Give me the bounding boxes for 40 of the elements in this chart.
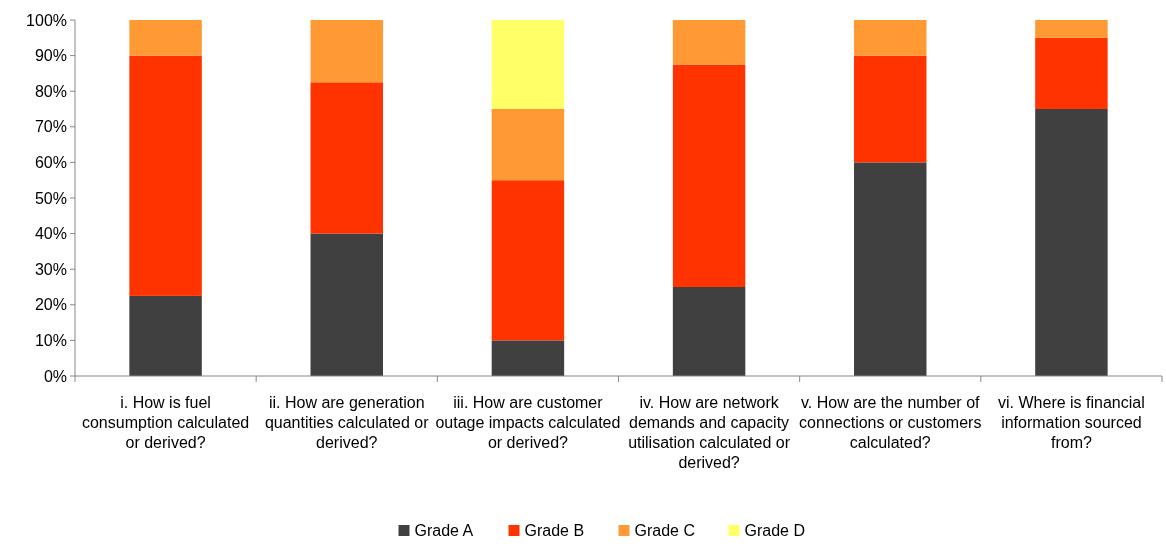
bar — [672, 20, 746, 65]
y-tick-label: 100% — [26, 11, 67, 29]
bar — [672, 287, 746, 376]
x-tick-label: i. How is fuel consumption calculated or derived? — [81, 394, 250, 451]
y-tick-label: 20% — [34, 296, 67, 314]
y-tick-label: 60% — [34, 154, 67, 171]
bar — [129, 55, 202, 296]
bar — [854, 20, 927, 56]
legend-label: Grade B — [524, 522, 585, 539]
legend-label: Grade A — [414, 522, 474, 539]
y-tick-label: 50% — [34, 189, 67, 207]
bar — [1035, 109, 1108, 376]
y-tick-label: 70% — [34, 118, 67, 136]
bar — [310, 82, 383, 234]
bar — [491, 340, 565, 376]
bar — [491, 20, 565, 109]
bar — [310, 233, 383, 376]
bar — [854, 55, 927, 163]
bar — [491, 109, 565, 181]
y-tick-label: 30% — [34, 260, 67, 278]
x-tick-label: iii. How are customer outage impacts calculated or derived? — [435, 394, 621, 451]
y-tick-label: 80% — [34, 82, 67, 100]
y-tick-label: 0% — [43, 367, 67, 385]
bar — [129, 20, 202, 56]
y-tick-label: 90% — [34, 47, 67, 65]
y-tick-label: 10% — [34, 332, 67, 349]
x-tick-label: v. How are the number of connections or customers calculated? — [799, 394, 982, 451]
bar — [854, 162, 927, 376]
bar — [1035, 37, 1108, 109]
bar — [672, 64, 746, 287]
legend-label: Grade D — [744, 522, 805, 539]
x-tick-label: vi. Where is financial information sourced from? — [998, 394, 1145, 451]
legend-label: Grade C — [634, 522, 695, 539]
y-tick-label: 40% — [34, 225, 67, 243]
bar — [1035, 20, 1108, 38]
x-tick-label: ii. How are generation quantities calculated or derived? — [264, 394, 430, 451]
x-tick-label: iv. How are network demands and capacity utilisation calculated or derived? — [628, 394, 791, 471]
bar — [491, 180, 565, 341]
bar — [129, 295, 202, 376]
bar — [310, 20, 383, 83]
